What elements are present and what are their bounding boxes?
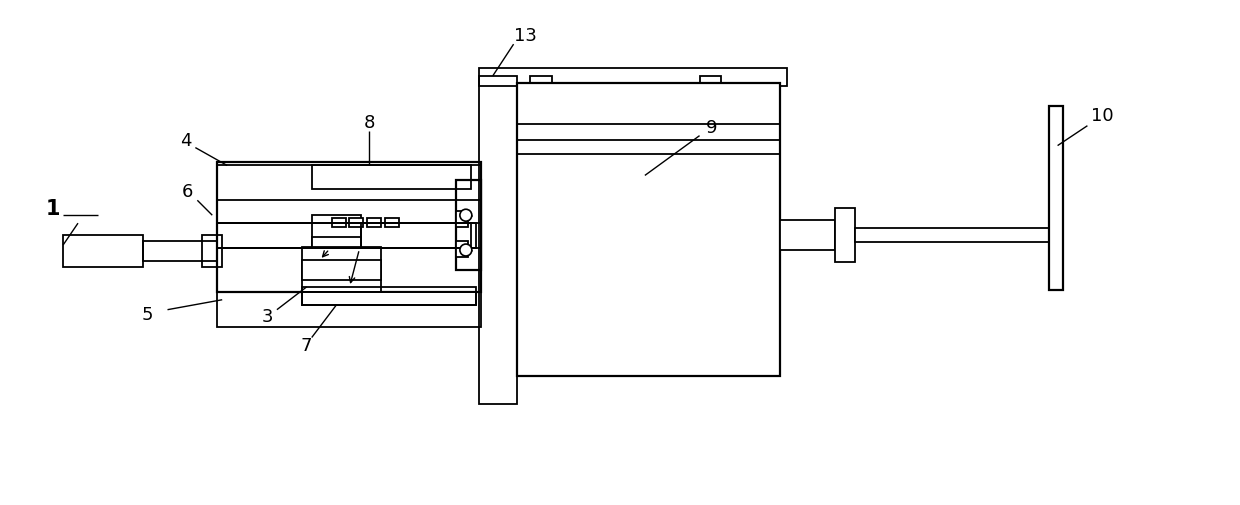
Bar — [301, 292, 476, 305]
Bar — [479, 76, 517, 404]
Bar — [479, 68, 787, 86]
Bar — [217, 223, 471, 248]
Bar — [854, 228, 1049, 242]
Text: 9: 9 — [706, 119, 717, 137]
Text: 13: 13 — [515, 27, 537, 45]
Bar — [456, 211, 467, 227]
Bar — [367, 218, 382, 227]
Bar — [301, 247, 382, 292]
Text: 1: 1 — [46, 199, 61, 219]
Text: 6: 6 — [182, 183, 193, 201]
Circle shape — [460, 209, 471, 221]
Bar — [311, 166, 471, 189]
Bar — [479, 76, 517, 404]
Bar — [217, 166, 481, 200]
Bar — [63, 235, 143, 267]
Bar — [386, 218, 399, 227]
Text: 7: 7 — [301, 337, 312, 356]
Bar — [301, 287, 476, 305]
Bar — [1049, 106, 1063, 290]
Bar — [361, 223, 476, 248]
Bar — [699, 76, 722, 88]
Bar — [780, 220, 835, 250]
Bar — [202, 235, 222, 267]
Bar — [202, 235, 222, 267]
Text: 8: 8 — [363, 114, 374, 132]
Bar — [331, 218, 346, 227]
Bar — [456, 241, 467, 257]
Bar — [311, 215, 361, 257]
Bar — [217, 292, 481, 327]
Bar — [217, 223, 471, 248]
Bar — [217, 223, 471, 248]
Bar — [835, 208, 854, 262]
Bar — [517, 83, 780, 376]
Bar — [63, 235, 143, 267]
Bar — [143, 241, 382, 261]
Bar — [456, 180, 481, 270]
Text: 10: 10 — [1091, 107, 1114, 125]
Circle shape — [460, 244, 471, 256]
Bar — [361, 223, 476, 248]
Bar — [531, 76, 552, 88]
Text: 5: 5 — [141, 306, 154, 324]
Bar — [217, 292, 481, 327]
Bar — [217, 163, 481, 292]
Bar — [311, 166, 471, 189]
Text: 4: 4 — [180, 132, 191, 149]
Bar — [311, 237, 361, 253]
Text: 3: 3 — [262, 308, 273, 326]
Bar — [301, 260, 382, 280]
Bar — [301, 287, 476, 305]
Bar — [350, 218, 363, 227]
Bar — [217, 166, 481, 200]
